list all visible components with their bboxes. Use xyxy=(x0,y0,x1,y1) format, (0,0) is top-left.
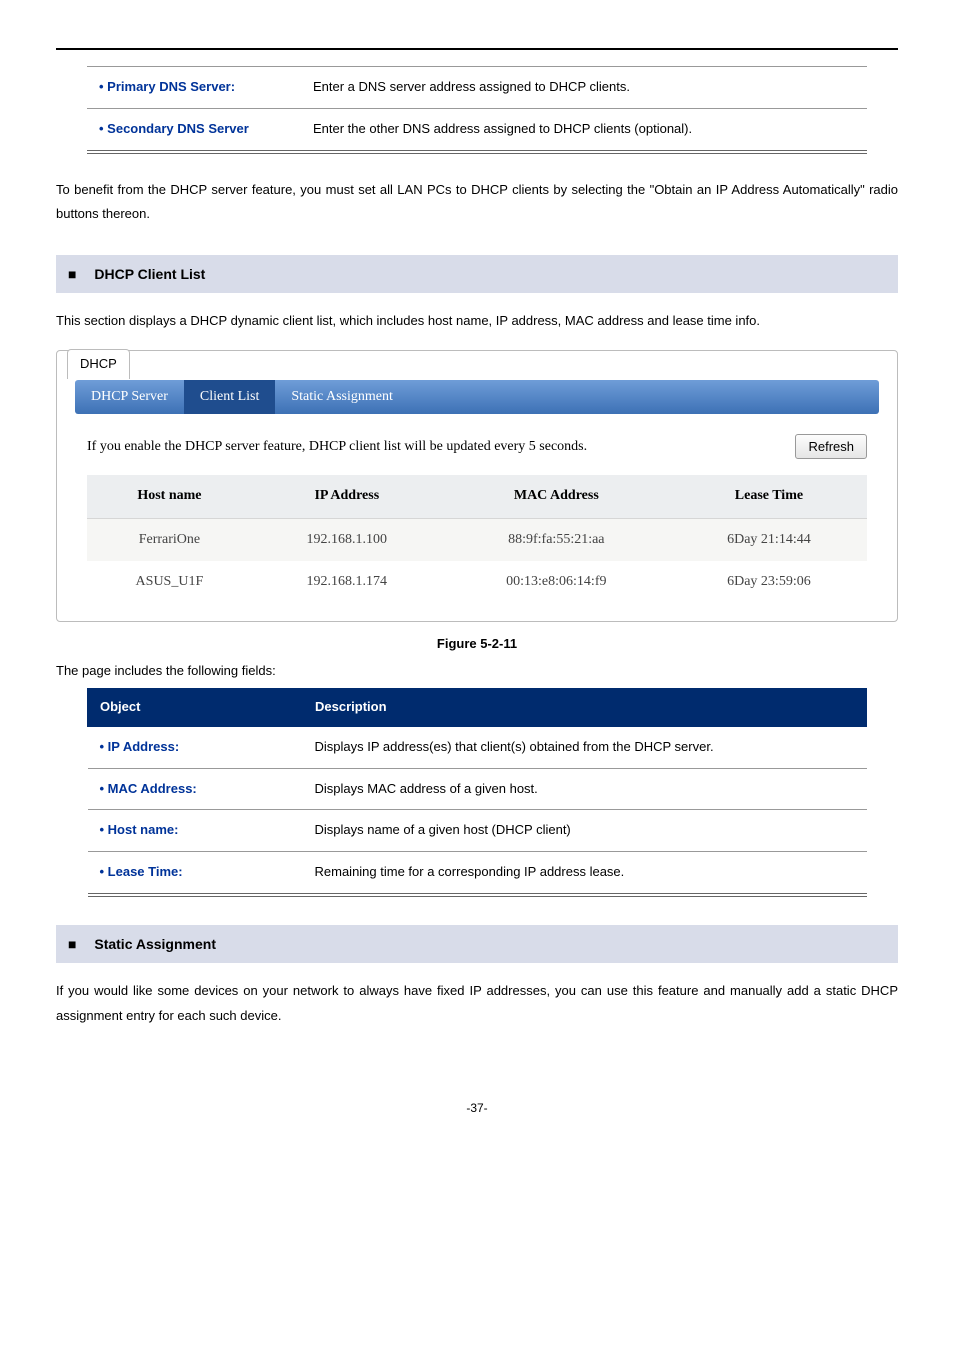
tab-dhcp-server[interactable]: DHCP Server xyxy=(75,380,184,414)
figure-caption: Figure 5-2-11 xyxy=(56,634,898,655)
client-list-table: Host name IP Address MAC Address Lease T… xyxy=(87,475,867,603)
col-ip-address: IP Address xyxy=(252,475,442,518)
dhcp-update-note: If you enable the DHCP server feature, D… xyxy=(87,436,587,458)
cell-lease: 6Day 21:14:44 xyxy=(671,518,867,561)
client-row: FerrariOne 192.168.1.100 88:9f:fa:55:21:… xyxy=(87,518,867,561)
fields-intro: The page includes the following fields: xyxy=(56,661,898,682)
secondary-dns-label: Secondary DNS Server xyxy=(87,108,301,151)
field-host-name-label: Host name: xyxy=(88,810,303,852)
col-mac-address: MAC Address xyxy=(442,475,671,518)
cell-mac: 00:13:e8:06:14:f9 xyxy=(442,561,671,603)
static-assignment-heading: Static Assignment xyxy=(56,925,898,963)
field-lease-time-label: Lease Time: xyxy=(88,852,303,895)
cell-ip: 192.168.1.174 xyxy=(252,561,442,603)
dhcp-client-list-heading: DHCP Client List xyxy=(56,255,898,293)
cell-host: ASUS_U1F xyxy=(87,561,252,603)
field-mac-address-label: MAC Address: xyxy=(88,768,303,810)
tab-static-assignment[interactable]: Static Assignment xyxy=(275,380,409,414)
dhcp-tabs: DHCP Server Client List Static Assignmen… xyxy=(75,380,879,414)
tab-client-list[interactable]: Client List xyxy=(184,380,276,414)
field-lease-time-desc: Remaining time for a corresponding IP ad… xyxy=(303,852,867,895)
dhcp-client-list-desc: This section displays a DHCP dynamic cli… xyxy=(56,309,898,334)
field-host-name-desc: Displays name of a given host (DHCP clie… xyxy=(303,810,867,852)
dhcp-intro-paragraph: To benefit from the DHCP server feature,… xyxy=(56,178,898,227)
primary-dns-desc: Enter a DNS server address assigned to D… xyxy=(301,67,867,109)
fields-col-description: Description xyxy=(303,689,867,727)
cell-host: FerrariOne xyxy=(87,518,252,561)
col-host-name: Host name xyxy=(87,475,252,518)
refresh-button[interactable]: Refresh xyxy=(795,434,867,459)
cell-lease: 6Day 23:59:06 xyxy=(671,561,867,603)
col-lease-time: Lease Time xyxy=(671,475,867,518)
cell-ip: 192.168.1.100 xyxy=(252,518,442,561)
page-number: -37- xyxy=(56,1099,898,1118)
fields-table: Object Description IP Address: Displays … xyxy=(87,688,867,897)
dhcp-panel: DHCP DHCP Server Client List Static Assi… xyxy=(56,350,898,622)
field-mac-address-desc: Displays MAC address of a given host. xyxy=(303,768,867,810)
cell-mac: 88:9f:fa:55:21:aa xyxy=(442,518,671,561)
primary-dns-label: Primary DNS Server: xyxy=(87,67,301,109)
field-ip-address-desc: Displays IP address(es) that client(s) o… xyxy=(303,726,867,768)
static-assignment-desc: If you would like some devices on your n… xyxy=(56,979,898,1028)
client-row: ASUS_U1F 192.168.1.174 00:13:e8:06:14:f9… xyxy=(87,561,867,603)
field-ip-address-label: IP Address: xyxy=(88,726,303,768)
secondary-dns-desc: Enter the other DNS address assigned to … xyxy=(301,108,867,151)
fields-col-object: Object xyxy=(88,689,303,727)
dns-params-table: Primary DNS Server: Enter a DNS server a… xyxy=(87,66,867,154)
dhcp-panel-label: DHCP xyxy=(67,349,130,379)
